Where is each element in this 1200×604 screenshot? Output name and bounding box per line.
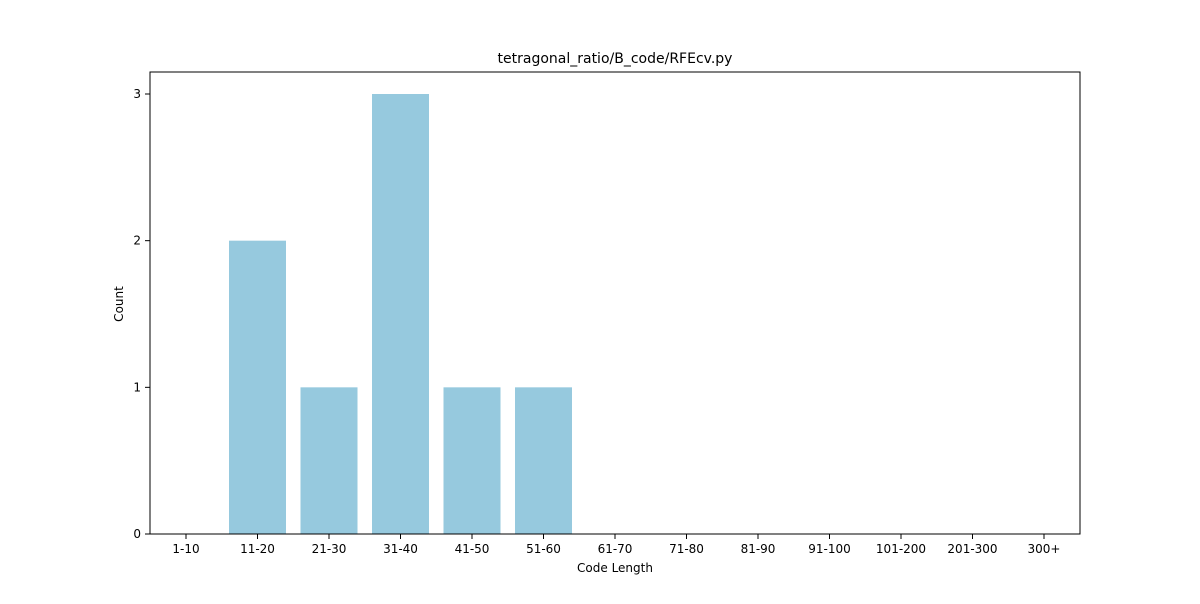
- x-tick-label: 31-40: [383, 542, 418, 556]
- x-tick-label: 101-200: [876, 542, 926, 556]
- x-axis-label: Code Length: [577, 561, 653, 575]
- chart-title: tetragonal_ratio/B_code/RFEcv.py: [498, 51, 733, 67]
- y-tick-label: 2: [133, 234, 141, 248]
- y-tick-label: 1: [133, 380, 141, 394]
- x-tick-label: 81-90: [741, 542, 776, 556]
- plot-frame: [149, 71, 1081, 535]
- x-tick-label: 11-20: [240, 542, 275, 556]
- bar-41-50: [443, 387, 501, 534]
- y-axis-label: Count: [112, 286, 126, 322]
- x-tick-label: 1-10: [172, 542, 199, 556]
- x-tick-label: 41-50: [455, 542, 490, 556]
- x-tick-label: 201-300: [947, 542, 997, 556]
- bar-11-20: [229, 240, 286, 534]
- x-tick-label: 300+: [1028, 542, 1061, 556]
- x-axis: 1-10 11-20 21-30 31-40 41-50 51-60 61-70 71-80 8…: [172, 534, 1060, 556]
- x-tick-label: 21-30: [312, 542, 347, 556]
- y-tick-label: 3: [133, 87, 141, 101]
- y-tick-label: 0: [133, 527, 141, 541]
- x-tick-label: 51-60: [526, 542, 561, 556]
- bar-31-40: [372, 94, 429, 534]
- bar-21-30: [300, 387, 358, 534]
- bars-group: [229, 94, 572, 534]
- y-axis: 0 1 2 3: [133, 87, 150, 541]
- x-tick-label: 91-100: [808, 542, 851, 556]
- x-tick-label: 61-70: [598, 542, 633, 556]
- bar-51-60: [515, 387, 572, 534]
- x-tick-label: 71-80: [669, 542, 704, 556]
